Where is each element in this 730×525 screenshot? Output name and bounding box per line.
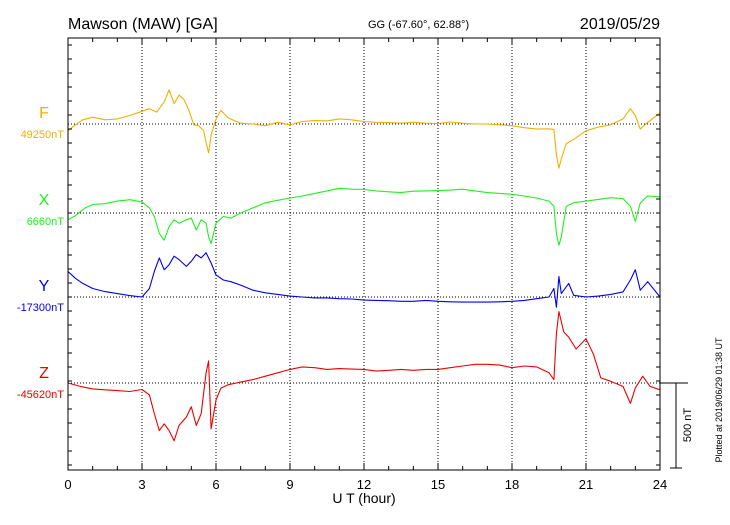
x-tick-label: 12 [357,477,371,492]
scale-bar-label: 500 nT [682,408,694,443]
series-line-z [67,311,661,442]
series-baseline-label-f: 49250nT [21,129,65,141]
series-name-f: F [39,105,49,122]
series-line-x [67,187,661,246]
series-baseline-label-z: -45620nT [17,389,64,401]
plotted-note: Plotted at 2019/06/29 01:38 UT [714,337,724,463]
series-baseline-label-y: -17300nT [17,302,64,314]
series-name-y: Y [39,278,50,295]
x-tick-label: 15 [431,477,445,492]
x-tick-label: 0 [64,477,71,492]
x-tick-label: 9 [286,477,293,492]
x-axis-label: U T (hour) [332,490,395,506]
x-tick-label: 21 [579,477,593,492]
series-baseline-label-x: 6660nT [27,216,65,228]
chart-title: Mawson (MAW) [GA] [68,16,218,33]
x-tick-label: 6 [212,477,219,492]
series-line-y [67,252,661,308]
chart-date: 2019/05/29 [580,16,660,33]
x-tick-label: 24 [653,477,667,492]
series-line-f [67,89,661,169]
series-name-x: X [39,192,50,209]
x-tick-label: 3 [138,477,145,492]
station-coords: GG (-67.60°, 62.88°) [368,19,469,31]
x-tick-label: 18 [505,477,519,492]
series-name-z: Z [39,365,49,382]
